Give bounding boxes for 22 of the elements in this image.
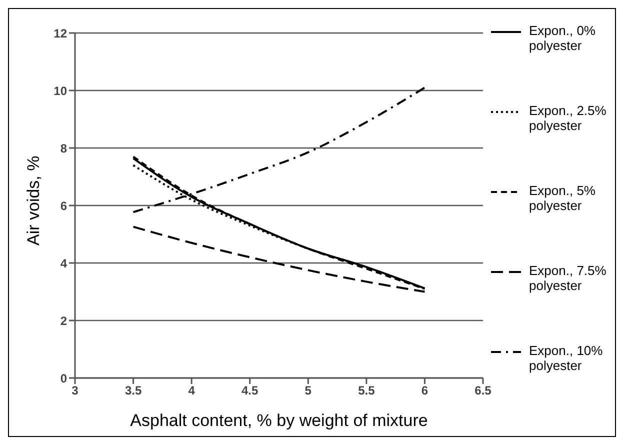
x-tick-label: 5 <box>304 384 312 398</box>
legend-label: Expon., 0% polyester <box>529 23 596 53</box>
legend-label: Expon., 5% polyester <box>529 183 596 213</box>
y-tick-label: 2 <box>60 314 68 328</box>
y-tick-label: 10 <box>54 84 68 98</box>
x-tick-label: 3 <box>72 384 79 398</box>
x-axis-title: Asphalt content, % by weight of mixture <box>130 411 428 430</box>
legend-label: Expon., 2.5% polyester <box>529 103 608 133</box>
x-tick-label: 4.5 <box>242 384 259 398</box>
legend-label: Expon., 10% polyester <box>529 343 604 373</box>
x-tick-label: 4 <box>188 384 196 398</box>
y-tick-label: 4 <box>60 256 68 270</box>
legend-label: Expon., 7.5% polyester <box>529 263 608 293</box>
y-axis-title: Air voids, % <box>24 156 44 246</box>
x-tick-label: 3.5 <box>124 384 142 398</box>
y-tick-label: 12 <box>54 26 68 40</box>
y-tick-label: 0 <box>60 371 68 386</box>
x-tick-label: 6.5 <box>474 384 492 398</box>
x-tick-label: 6 <box>421 384 428 398</box>
y-tick-label: 8 <box>60 141 68 156</box>
x-tick-label: 5.5 <box>358 384 376 398</box>
y-tick-label: 6 <box>60 198 68 213</box>
